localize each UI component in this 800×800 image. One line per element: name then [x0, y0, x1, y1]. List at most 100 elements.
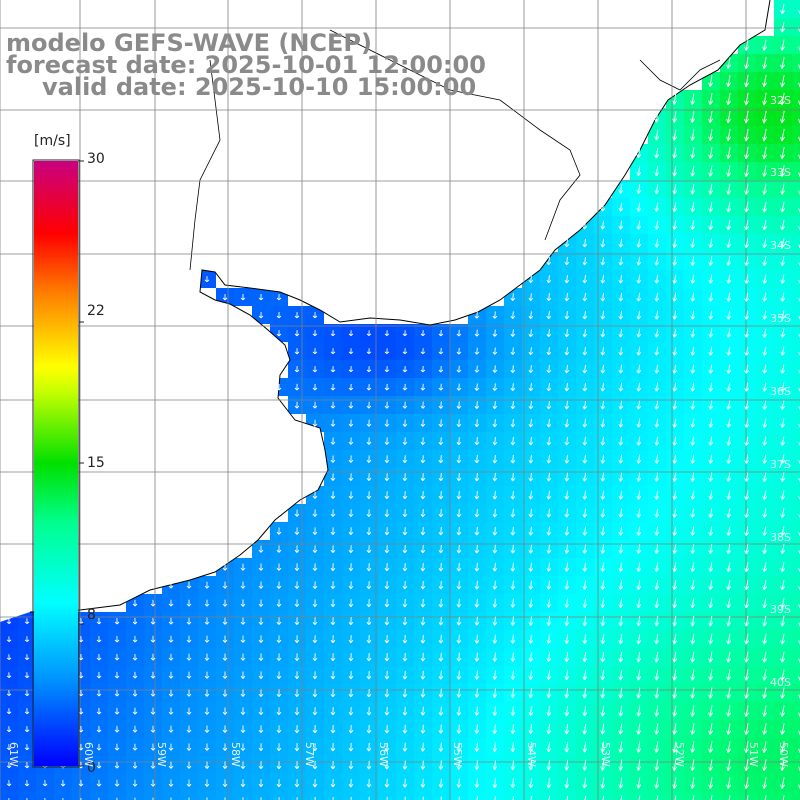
wind-arrow	[708, 418, 714, 428]
wind-cell	[270, 792, 288, 800]
wind-arrow	[728, 795, 731, 800]
wind-arrow	[618, 598, 624, 608]
wind-arrow	[564, 688, 570, 699]
wind-arrow	[240, 294, 246, 301]
wind-arrow	[636, 526, 642, 536]
wind-arrow	[474, 598, 480, 608]
wind-arrow	[780, 508, 786, 518]
wind-arrow	[618, 202, 624, 212]
wind-arrow	[312, 348, 318, 355]
wind-arrow	[654, 418, 660, 428]
wind-arrow	[780, 292, 786, 302]
wind-cell	[792, 774, 800, 792]
wind-arrow	[384, 348, 390, 355]
wind-arrow	[348, 563, 354, 572]
latitude-label: 36S	[770, 385, 791, 398]
wind-arrow	[780, 777, 786, 789]
wind-arrow	[150, 779, 156, 787]
wind-arrow	[780, 741, 786, 753]
wind-arrow	[654, 472, 660, 482]
wind-cell	[360, 792, 378, 800]
wind-arrow	[312, 635, 318, 644]
wind-arrow	[474, 437, 480, 446]
wind-arrow	[690, 292, 696, 302]
wind-cell	[648, 792, 666, 800]
wind-arrow	[780, 74, 786, 88]
wind-arrow	[474, 760, 480, 770]
wind-arrow	[672, 382, 678, 392]
wind-arrow	[170, 797, 172, 800]
wind-arrow	[384, 383, 390, 391]
wind-arrow	[420, 545, 426, 554]
wind-arrow	[294, 617, 300, 625]
wind-arrow	[726, 382, 732, 392]
wind-cell	[504, 792, 522, 800]
wind-arrow	[654, 166, 660, 177]
wind-arrow	[582, 346, 588, 356]
wind-arrow	[348, 724, 354, 734]
wind-arrow	[618, 580, 624, 590]
wind-arrow	[276, 725, 282, 734]
wind-arrow	[582, 634, 588, 645]
wind-arrow	[618, 364, 624, 374]
wind-arrow	[780, 147, 786, 160]
wind-arrow	[186, 761, 192, 769]
wind-arrow	[726, 759, 732, 771]
wind-arrow	[726, 705, 732, 717]
wind-arrow	[330, 617, 336, 626]
wind-arrow	[276, 689, 282, 697]
wind-arrow	[296, 797, 298, 800]
wind-arrow	[294, 635, 300, 643]
wind-arrow	[132, 707, 138, 715]
wind-arrow	[744, 74, 750, 88]
wind-arrow	[672, 238, 678, 248]
wind-arrow	[402, 563, 408, 572]
wind-arrow	[744, 759, 750, 771]
wind-arrow	[330, 689, 336, 698]
border-line	[639, 59, 721, 91]
wind-arrow	[780, 39, 786, 51]
wind-arrow	[150, 599, 156, 607]
wind-arrow	[384, 581, 390, 590]
wind-arrow	[384, 527, 390, 536]
wind-arrow	[654, 184, 660, 195]
wind-arrow	[474, 311, 480, 319]
wind-arrow	[366, 455, 372, 463]
wind-arrow	[420, 455, 426, 464]
wind-arrow	[744, 274, 750, 284]
wind-arrow	[672, 705, 678, 717]
wind-arrow	[762, 633, 768, 645]
wind-arrow	[744, 687, 750, 699]
wind-arrow	[510, 634, 516, 644]
wind-arrow	[744, 490, 750, 500]
wind-arrow	[510, 526, 516, 536]
wind-arrow	[438, 544, 444, 554]
wind-cell	[126, 792, 144, 800]
wind-arrow	[420, 509, 426, 518]
wind-arrow	[564, 598, 570, 608]
wind-arrow	[348, 330, 354, 337]
colorbar-tick-30: 30	[87, 151, 105, 167]
wind-arrow	[438, 742, 444, 752]
wind-arrow	[690, 598, 696, 609]
wind-arrow	[564, 382, 570, 392]
wind-arrow	[708, 292, 714, 302]
wind-arrow	[528, 688, 534, 699]
wind-arrow	[672, 508, 678, 518]
wind-arrow	[708, 454, 714, 464]
wind-arrow	[276, 707, 282, 716]
wind-arrow	[186, 653, 192, 661]
wind-arrow	[258, 671, 264, 679]
wind-cell	[792, 288, 800, 306]
wind-cell	[180, 792, 198, 800]
wind-arrow	[780, 310, 786, 320]
wind-arrow	[6, 726, 12, 733]
wind-arrow	[186, 689, 192, 697]
wind-arrow	[384, 760, 390, 770]
wind-arrow	[582, 382, 588, 392]
wind-cell	[198, 792, 216, 800]
wind-arrow	[762, 220, 768, 231]
wind-arrow	[96, 761, 102, 769]
wind-arrow	[726, 310, 732, 320]
wind-arrow	[312, 779, 318, 788]
